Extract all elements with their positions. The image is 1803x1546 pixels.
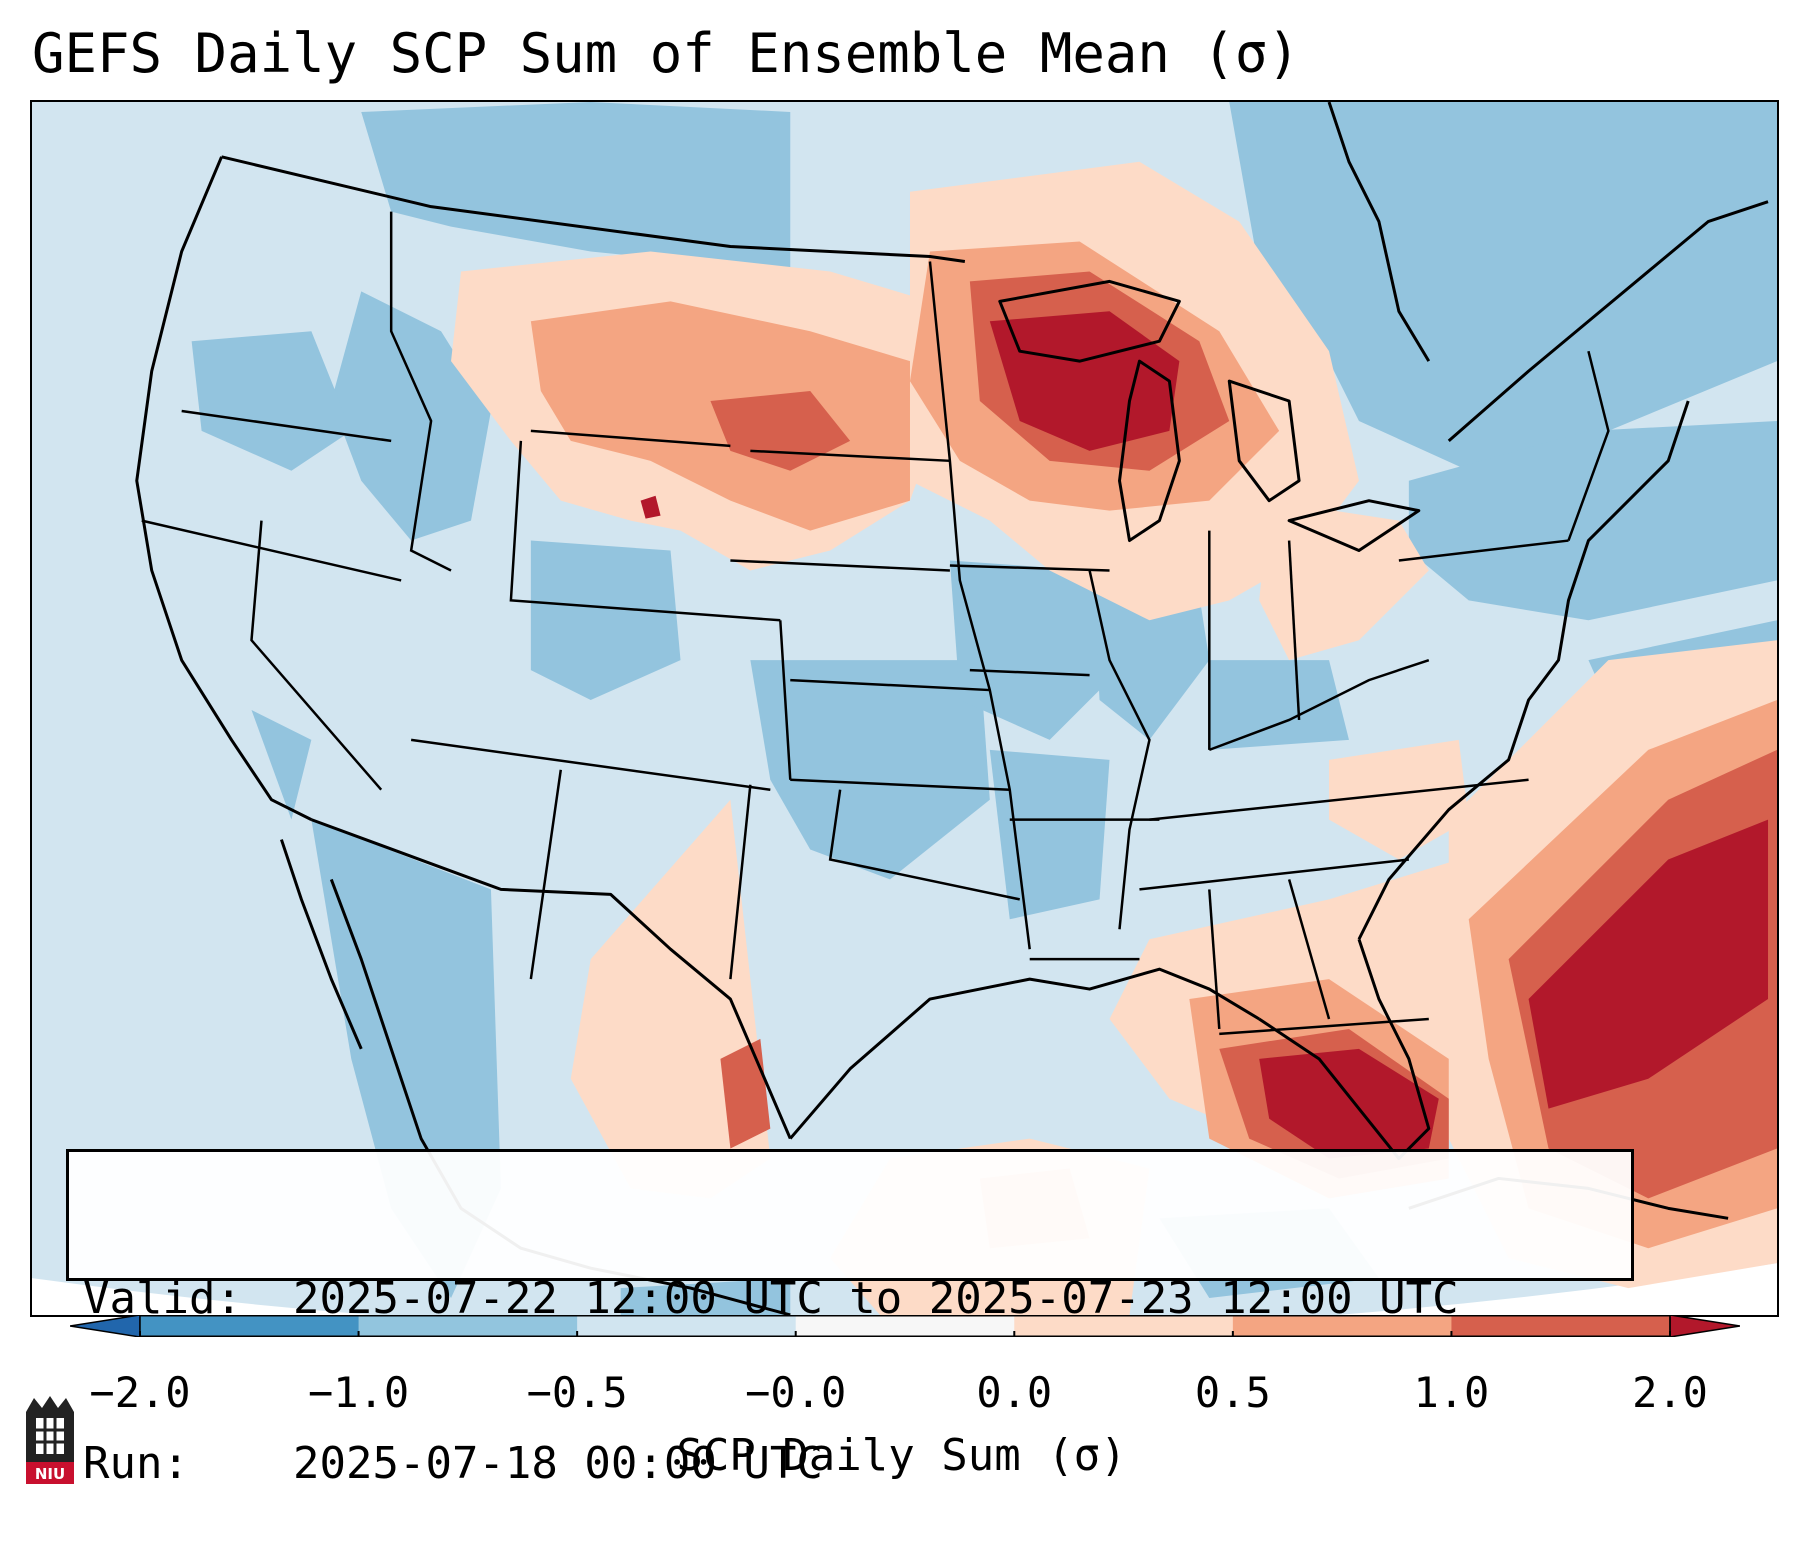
logo-text: NIU xyxy=(35,1465,65,1483)
run-label: Run: xyxy=(83,1438,189,1489)
colorbar-frame xyxy=(139,1315,1671,1337)
line-mt-wy xyxy=(530,429,731,448)
line-wy-co xyxy=(509,440,781,622)
colorbar-tick-label: 2.0 xyxy=(1632,1368,1708,1417)
map-panel xyxy=(30,100,1779,1317)
logo-window-grid xyxy=(36,1418,64,1454)
colorbar xyxy=(70,1315,1740,1337)
us-canada-border xyxy=(221,155,966,263)
line-wa-or xyxy=(181,409,392,443)
east-coast xyxy=(1357,400,1690,940)
logo-banner xyxy=(26,1462,74,1484)
hudson-coast xyxy=(1327,102,1431,362)
us-mexico-border xyxy=(310,818,792,1140)
gulf-coast xyxy=(789,967,1260,1140)
region-lake-superior-max xyxy=(989,311,1180,451)
region-idaho xyxy=(331,291,491,541)
colorbar-bin xyxy=(577,1315,797,1337)
colorbar-bin xyxy=(140,1315,360,1337)
line-id-east xyxy=(389,211,452,572)
region-missouri xyxy=(949,560,1130,740)
line-pa-ny xyxy=(1398,539,1569,562)
niu-logo: NIU xyxy=(26,1396,74,1484)
line-plains-east xyxy=(928,261,1031,950)
line-nd-sd xyxy=(750,449,950,463)
field-dark-red xyxy=(640,311,1769,1159)
region-atlantic-max xyxy=(1528,819,1769,1109)
line-ok-tx xyxy=(828,789,1020,901)
st-lawrence xyxy=(1447,200,1769,443)
region-ohio-valley xyxy=(1209,660,1349,750)
line-tn-south xyxy=(1139,858,1409,891)
line-nm-tx xyxy=(729,784,752,980)
colorbar-under-extension xyxy=(70,1315,141,1337)
florida-coast xyxy=(1258,938,1431,1161)
colorbar-tick-label: −1.0 xyxy=(307,1368,410,1417)
colorbar-tick-label: 0.5 xyxy=(1194,1368,1271,1417)
lake-huron xyxy=(1227,379,1301,503)
region-texas xyxy=(570,799,771,1199)
line-ne-ks xyxy=(790,678,990,692)
colorbar-bin xyxy=(795,1315,1015,1337)
line-co-ks xyxy=(779,620,792,780)
region-florida-max xyxy=(1259,1048,1439,1159)
region-northeast xyxy=(1408,420,1777,621)
logo-window xyxy=(36,1418,64,1454)
chart-title: GEFS Daily SCP Sum of Ensemble Mean (σ) xyxy=(32,22,1300,85)
region-colorado xyxy=(530,540,681,701)
line-az-nm xyxy=(529,769,563,980)
colorbar-bin xyxy=(358,1315,578,1337)
region-ohio xyxy=(1259,500,1429,661)
line-ms-al xyxy=(1208,889,1221,1030)
line-new-england xyxy=(1567,350,1610,541)
colorbar-tick-label: −2.0 xyxy=(89,1368,191,1417)
line-ca-nv xyxy=(250,520,383,791)
map-canvas xyxy=(32,102,1777,1315)
line-mississippi xyxy=(1088,570,1151,930)
lake-michigan xyxy=(1118,359,1181,543)
line-ut-az xyxy=(410,738,771,791)
line-ks-ok xyxy=(790,778,1010,791)
colorbar-bin xyxy=(1014,1315,1234,1337)
line-in-oh xyxy=(1287,540,1301,721)
colorbar-tick-label: −0.5 xyxy=(526,1368,628,1417)
region-mexico-north xyxy=(251,709,312,820)
region-montana-max xyxy=(640,495,661,519)
colorbar-label: SCP Daily Sum (σ) xyxy=(676,1430,1127,1481)
run-line: Run: 2025-07-18 00:00 UTC xyxy=(83,1436,1631,1491)
line-mn-ia xyxy=(949,564,1110,572)
colorbar-tick-label: 0.0 xyxy=(976,1368,1053,1417)
lake-erie xyxy=(1287,499,1421,553)
region-south-mexico xyxy=(620,1278,791,1315)
state-lines xyxy=(141,211,1610,1036)
region-carolinas xyxy=(1329,739,1469,860)
region-canada-west xyxy=(361,102,791,272)
run-value: 2025-07-18 00:00 UTC xyxy=(293,1438,823,1489)
lake-superior xyxy=(998,279,1181,363)
baja xyxy=(280,839,363,1050)
line-sd-ne xyxy=(730,559,950,572)
valid-run-info-box: Valid: 2025-07-22 12:00 UTC to 2025-07-23… xyxy=(66,1149,1634,1489)
region-oregon xyxy=(191,331,352,471)
line-ia-mo xyxy=(969,668,1090,677)
line-oh-river xyxy=(1208,658,1430,752)
colorbar-tick-label: −0.0 xyxy=(745,1368,847,1417)
line-or-nv-ca xyxy=(141,519,402,582)
region-dakotas xyxy=(710,391,851,471)
line-ga-fl xyxy=(1219,1017,1429,1036)
west-coast xyxy=(135,156,313,821)
colorbar-tick-labels: −2.0 −1.0 −0.5 −0.0 0.0 0.5 1.0 2.0 xyxy=(0,1368,1803,1418)
region-plains xyxy=(750,660,990,880)
boundaries xyxy=(135,102,1769,1315)
projection-outside xyxy=(32,1263,1777,1315)
line-ky-tn xyxy=(1149,778,1529,821)
colorbar-tick-label: 1.0 xyxy=(1413,1368,1490,1417)
colorbar-bin xyxy=(1232,1315,1452,1337)
colorbar-over-extension xyxy=(1669,1315,1740,1337)
line-al-ga xyxy=(1287,879,1331,1020)
colorbar-bin xyxy=(1451,1315,1671,1337)
